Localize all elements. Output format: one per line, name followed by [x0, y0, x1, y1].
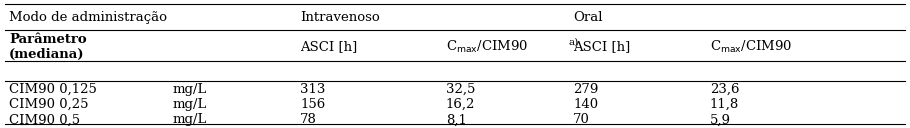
Text: 11,8: 11,8 — [710, 98, 739, 111]
Text: Modo de administração: Modo de administração — [9, 11, 167, 24]
Text: Intravenoso: Intravenoso — [300, 11, 380, 24]
Text: 140: 140 — [573, 98, 599, 111]
Text: CIM90 0,125: CIM90 0,125 — [9, 83, 97, 96]
Text: a): a) — [569, 37, 579, 46]
Text: 8,1: 8,1 — [446, 113, 467, 126]
Text: mg/L: mg/L — [173, 83, 207, 96]
Text: mg/L: mg/L — [173, 113, 207, 126]
Text: 5,9: 5,9 — [710, 113, 731, 126]
Text: 23,6: 23,6 — [710, 83, 739, 96]
Text: ASCI [h]: ASCI [h] — [300, 40, 358, 54]
Text: ASCI [h]: ASCI [h] — [573, 40, 631, 54]
Text: 32,5: 32,5 — [446, 83, 475, 96]
Text: (mediana): (mediana) — [9, 48, 85, 61]
Text: Oral: Oral — [573, 11, 602, 24]
Text: C$_\mathrm{max}$/CIM90: C$_\mathrm{max}$/CIM90 — [710, 39, 792, 55]
Text: CIM90 0,25: CIM90 0,25 — [9, 98, 88, 111]
Text: 279: 279 — [573, 83, 599, 96]
Text: 156: 156 — [300, 98, 326, 111]
Text: 70: 70 — [573, 113, 591, 126]
Text: C$_\mathrm{max}$/CIM90: C$_\mathrm{max}$/CIM90 — [446, 39, 528, 55]
Text: mg/L: mg/L — [173, 98, 207, 111]
Text: 78: 78 — [300, 113, 318, 126]
Text: Parâmetro: Parâmetro — [9, 33, 86, 46]
Text: CIM90 0,5: CIM90 0,5 — [9, 113, 80, 126]
Text: 313: 313 — [300, 83, 326, 96]
Text: 16,2: 16,2 — [446, 98, 475, 111]
